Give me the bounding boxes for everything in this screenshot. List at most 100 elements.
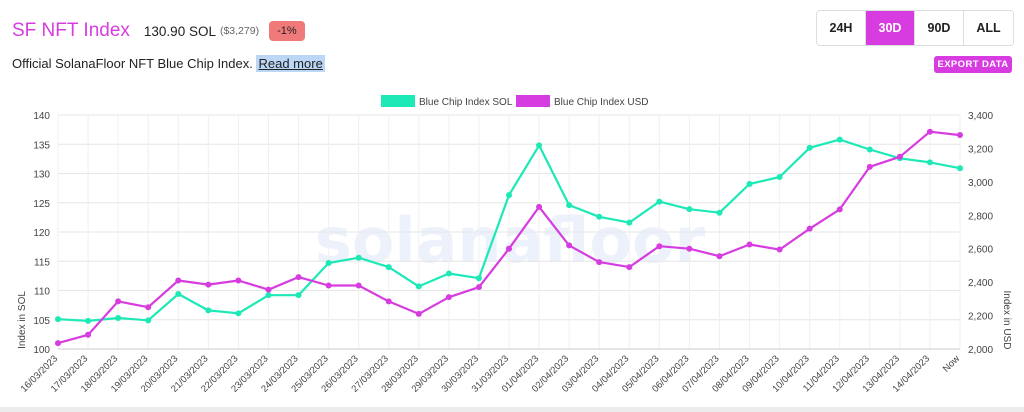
y-left-tick-label: 125 bbox=[33, 199, 50, 210]
legend-usd-swatch bbox=[516, 95, 550, 107]
sol-data-point bbox=[295, 292, 302, 299]
usd-data-point bbox=[325, 282, 332, 289]
usd-data-point bbox=[896, 153, 903, 160]
usd-data-point bbox=[926, 128, 933, 135]
usd-data-point bbox=[776, 246, 783, 253]
read-more-link[interactable]: Read more bbox=[256, 55, 325, 72]
usd-data-point bbox=[957, 132, 963, 139]
usd-data-point bbox=[385, 298, 392, 305]
header: SF NFT Index 130.90 SOL ($3,279) -1% bbox=[12, 20, 305, 42]
y-left-axis-title: Index in SOL bbox=[17, 291, 28, 349]
usd-data-point bbox=[175, 277, 182, 284]
usd-data-point bbox=[85, 331, 92, 338]
sol-data-point bbox=[85, 317, 92, 324]
sol-data-point bbox=[926, 159, 933, 166]
description-text: Official SolanaFloor NFT Blue Chip Index… bbox=[12, 56, 253, 71]
usd-data-point bbox=[295, 274, 302, 281]
legend-usd-label: Blue Chip Index USD bbox=[554, 97, 649, 108]
sol-data-point bbox=[475, 275, 482, 282]
sol-data-point bbox=[355, 254, 362, 261]
y-right-axis-title: Index in USD bbox=[1001, 291, 1012, 350]
usd-data-point bbox=[596, 259, 603, 266]
range-all-button[interactable]: ALL bbox=[964, 11, 1013, 45]
usd-data-point bbox=[115, 298, 122, 305]
watermark: solanafloor bbox=[315, 204, 706, 277]
y-left-tick-label: 110 bbox=[34, 287, 50, 298]
description: Official SolanaFloor NFT Blue Chip Index… bbox=[12, 55, 325, 72]
sol-data-point bbox=[445, 270, 452, 277]
y-left-tick-label: 140 bbox=[33, 111, 50, 122]
usd-data-point bbox=[626, 264, 633, 271]
sol-data-point bbox=[115, 314, 122, 321]
y-right-tick-label: 2,800 bbox=[968, 211, 993, 222]
sol-data-point bbox=[716, 209, 723, 216]
sol-data-point bbox=[656, 198, 663, 205]
usd-data-point bbox=[506, 245, 512, 252]
y-left-tick-label: 135 bbox=[33, 140, 50, 151]
y-right-tick-label: 3,200 bbox=[968, 144, 993, 155]
page-title: SF NFT Index bbox=[12, 20, 130, 41]
usd-data-point bbox=[716, 253, 723, 260]
sol-data-point bbox=[626, 219, 633, 226]
y-left-tick-label: 105 bbox=[33, 316, 50, 327]
sol-data-point bbox=[776, 174, 783, 181]
sol-data-point bbox=[806, 144, 813, 151]
x-tick-label: Now bbox=[941, 353, 962, 374]
y-left-tick-label: 120 bbox=[33, 228, 50, 239]
usd-data-point bbox=[55, 340, 61, 347]
sol-data-point bbox=[205, 307, 212, 314]
sol-data-point bbox=[175, 291, 182, 298]
usd-data-point bbox=[656, 243, 663, 250]
sol-data-point bbox=[385, 264, 392, 271]
sol-data-point bbox=[746, 181, 753, 188]
bottom-divider bbox=[0, 407, 1024, 412]
sol-data-point bbox=[235, 310, 242, 317]
usd-data-point bbox=[265, 286, 272, 293]
sol-data-point bbox=[415, 283, 422, 290]
sol-data-point bbox=[866, 146, 873, 153]
usd-data-point bbox=[205, 281, 212, 288]
sol-data-point bbox=[836, 136, 843, 143]
y-right-tick-label: 2,400 bbox=[968, 278, 993, 289]
range-24h-button[interactable]: 24H bbox=[817, 11, 866, 45]
usd-data-point bbox=[355, 282, 362, 289]
usd-data-point bbox=[746, 241, 753, 248]
sol-data-point bbox=[536, 142, 543, 149]
usd-data-point bbox=[145, 304, 152, 311]
usd-data-point bbox=[235, 277, 242, 284]
y-left-tick-label: 115 bbox=[34, 257, 50, 268]
usd-data-point bbox=[686, 245, 693, 252]
price-sol: 130.90 SOL bbox=[143, 23, 216, 39]
range-30d-button[interactable]: 30D bbox=[866, 11, 915, 45]
usd-data-point bbox=[566, 242, 573, 249]
y-left-tick-label: 100 bbox=[33, 345, 50, 356]
range-90d-button[interactable]: 90D bbox=[915, 11, 964, 45]
usd-data-point bbox=[806, 225, 813, 232]
y-right-tick-label: 3,400 bbox=[968, 111, 993, 122]
usd-data-point bbox=[415, 310, 422, 317]
sol-data-point bbox=[686, 206, 693, 213]
y-left-tick-label: 130 bbox=[33, 170, 50, 181]
sol-data-point bbox=[957, 165, 963, 172]
range-selector: 24H 30D 90D ALL bbox=[816, 10, 1014, 46]
price-usd: ($3,279) bbox=[219, 25, 260, 37]
sol-data-point bbox=[55, 316, 61, 323]
sol-data-point bbox=[566, 202, 573, 209]
legend-sol-swatch bbox=[381, 95, 415, 107]
sol-data-point bbox=[596, 213, 603, 220]
usd-data-point bbox=[475, 284, 482, 291]
usd-data-point bbox=[866, 163, 873, 170]
usd-data-point bbox=[536, 203, 543, 210]
legend-sol-label: Blue Chip Index SOL bbox=[419, 97, 513, 108]
y-right-tick-label: 3,000 bbox=[968, 178, 993, 189]
sol-data-point bbox=[325, 260, 332, 267]
sol-data-point bbox=[506, 192, 512, 199]
usd-data-point bbox=[445, 294, 452, 301]
usd-data-point bbox=[836, 206, 843, 213]
change-badge: -1% bbox=[269, 21, 305, 41]
y-right-tick-label: 2,000 bbox=[968, 345, 993, 356]
export-data-button[interactable]: EXPORT DATA bbox=[934, 56, 1012, 73]
y-right-tick-label: 2,200 bbox=[968, 312, 993, 323]
y-right-tick-label: 2,600 bbox=[968, 245, 993, 256]
